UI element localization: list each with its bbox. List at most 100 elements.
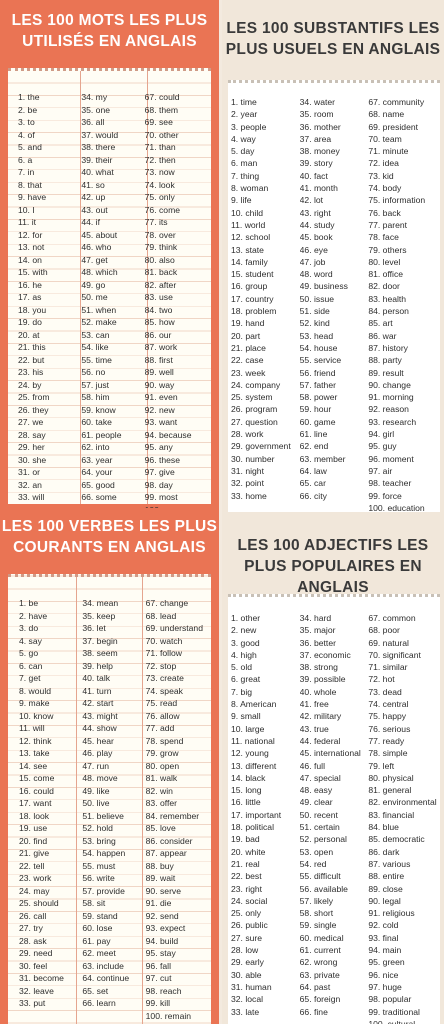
word-item: 33. home — [231, 490, 267, 501]
word-item: 86. dark — [368, 846, 400, 857]
word-item: 82. win — [145, 785, 173, 796]
word-item: 10. large — [231, 723, 265, 734]
word-item: 43. true — [299, 723, 329, 734]
word-item: 78. face — [368, 232, 399, 243]
word-item: 35. one — [81, 104, 111, 115]
word-item: 7. in — [18, 167, 35, 177]
word-column: 34. mean 35. keep 36. let 37. begin 38. seem… — [82, 597, 145, 1022]
word-item: 96. these — [144, 454, 181, 465]
word-column: 34. water 35. room 36. mother 37. area 38. m… — [300, 96, 369, 514]
word-item: 100. education — [368, 502, 425, 513]
word-column: 1. other 2. new 3. good 4. high 5. old 6. gre… — [231, 612, 300, 1024]
word-item: 17. want — [19, 798, 52, 808]
word-item: 57. provide — [82, 885, 125, 896]
word-item: 13. take — [19, 748, 50, 758]
word-item: 8. American — [231, 699, 277, 710]
word-item: 65. car — [299, 478, 326, 489]
word-item: 44. study — [299, 219, 335, 230]
word-item: 72. then — [144, 154, 176, 165]
word-item: 13. state — [231, 244, 264, 255]
word-item: 23. work — [19, 873, 52, 883]
word-item: 27. try — [19, 923, 43, 933]
word-item: 52. hold — [82, 823, 113, 833]
word-item: 72. hot — [368, 674, 395, 685]
word-item: 22. tell — [19, 860, 45, 871]
word-item: 22. but — [18, 354, 45, 365]
word-item: 15. with — [18, 267, 48, 277]
word-sheet: 1. the 2. be 3. to 4. of 5. and 6. a 7. in 8. t… — [8, 68, 211, 508]
word-item: 26. call — [19, 910, 47, 921]
word-item: 48. word — [299, 269, 333, 280]
panel-substantifs: LES 100 SUBSTANTIFS LES PLUS USUELS EN A… — [222, 0, 444, 517]
word-item: 83. health — [368, 293, 407, 304]
word-item: 58. power — [299, 392, 338, 403]
word-item: 23. right — [231, 883, 263, 894]
word-item: 10. child — [231, 207, 264, 218]
word-grid: 1. be 2. have 3. do 4. say 5. go 6. can 7. get… — [19, 597, 209, 1022]
word-item: 89. result — [368, 367, 404, 378]
panel-title: LES 100 MOTS LES PLUS UTILISÉS EN ANGLAI… — [0, 10, 219, 52]
word-item: 93. expect — [145, 923, 186, 933]
word-item: 38. there — [81, 142, 116, 152]
word-item: 91. morning — [368, 392, 414, 403]
word-item: 99. force — [368, 490, 402, 501]
word-item: 93. research — [368, 416, 417, 427]
word-item: 19. use — [19, 823, 48, 833]
word-column: 34. hard 35. major 36. better 37. economic 3… — [300, 612, 369, 1024]
word-column: 1. time 2. year 3. people 4. way 5. day 6. ma… — [231, 96, 300, 514]
word-item: 39. help — [82, 660, 113, 671]
word-item: 60. game — [299, 416, 336, 427]
word-item: 89. wait — [145, 873, 176, 883]
word-item: 55. time — [81, 354, 112, 365]
word-item: 26. program — [231, 404, 278, 415]
word-item: 88. buy — [145, 860, 174, 871]
margin-line — [76, 577, 77, 1024]
word-item: 21. real — [231, 858, 260, 869]
word-item: 9. make — [19, 698, 50, 708]
word-item: 31. human — [231, 981, 272, 992]
word-item: 91. religious — [368, 908, 415, 919]
word-item: 67. change — [145, 598, 189, 608]
word-item: 40. what — [81, 167, 114, 177]
word-item: 68. them — [144, 104, 179, 115]
word-item: 61. line — [299, 429, 328, 440]
word-item: 31. or — [18, 467, 40, 477]
word-item: 19. bad — [231, 834, 260, 845]
word-item: 2. have — [19, 610, 48, 621]
word-item: 73. now — [144, 167, 175, 177]
word-item: 77. add — [145, 723, 175, 733]
word-item: 90. serve — [145, 885, 182, 896]
word-item: 93. want — [144, 417, 178, 427]
word-item: 44. federal — [299, 735, 341, 746]
word-item: 37. economic — [299, 649, 351, 660]
word-item: 39. story — [299, 158, 333, 169]
word-item: 72. stop — [145, 660, 177, 671]
word-item: 99. traditional — [368, 1006, 420, 1017]
word-item: 3. people — [231, 121, 267, 132]
title-line-1: LES 100 MOTS LES PLUS — [11, 12, 208, 29]
word-item: 53. head — [299, 330, 334, 341]
word-item: 9. have — [18, 192, 47, 202]
word-item: 13. different — [231, 760, 277, 771]
word-item: 7. get — [19, 673, 41, 683]
word-item: 58. sit — [82, 898, 106, 908]
word-item: 60. take — [81, 417, 112, 427]
word-item: 64. law — [299, 465, 327, 476]
word-item: 51. side — [299, 306, 330, 317]
word-item: 98. reach — [145, 985, 182, 996]
word-item: 36. let — [82, 623, 106, 633]
word-item: 50. me — [81, 292, 108, 302]
word-item: 41. free — [299, 699, 329, 710]
word-item: 95. green — [368, 957, 405, 968]
word-column: 34. my 35. one 36. all 37. would 38. there 39… — [81, 91, 144, 508]
word-item: 86. our — [144, 329, 172, 340]
word-item: 57. likely — [299, 895, 334, 906]
word-item: 55. service — [299, 355, 342, 366]
word-item: 62. meet — [82, 948, 116, 958]
word-item: 90. way — [144, 379, 175, 390]
word-item: 87. history — [368, 342, 408, 353]
word-item: 51. believe — [82, 810, 124, 821]
word-item: 42. up — [81, 192, 106, 202]
word-item: 72. idea — [368, 158, 399, 169]
word-item: 36. all — [81, 117, 105, 127]
